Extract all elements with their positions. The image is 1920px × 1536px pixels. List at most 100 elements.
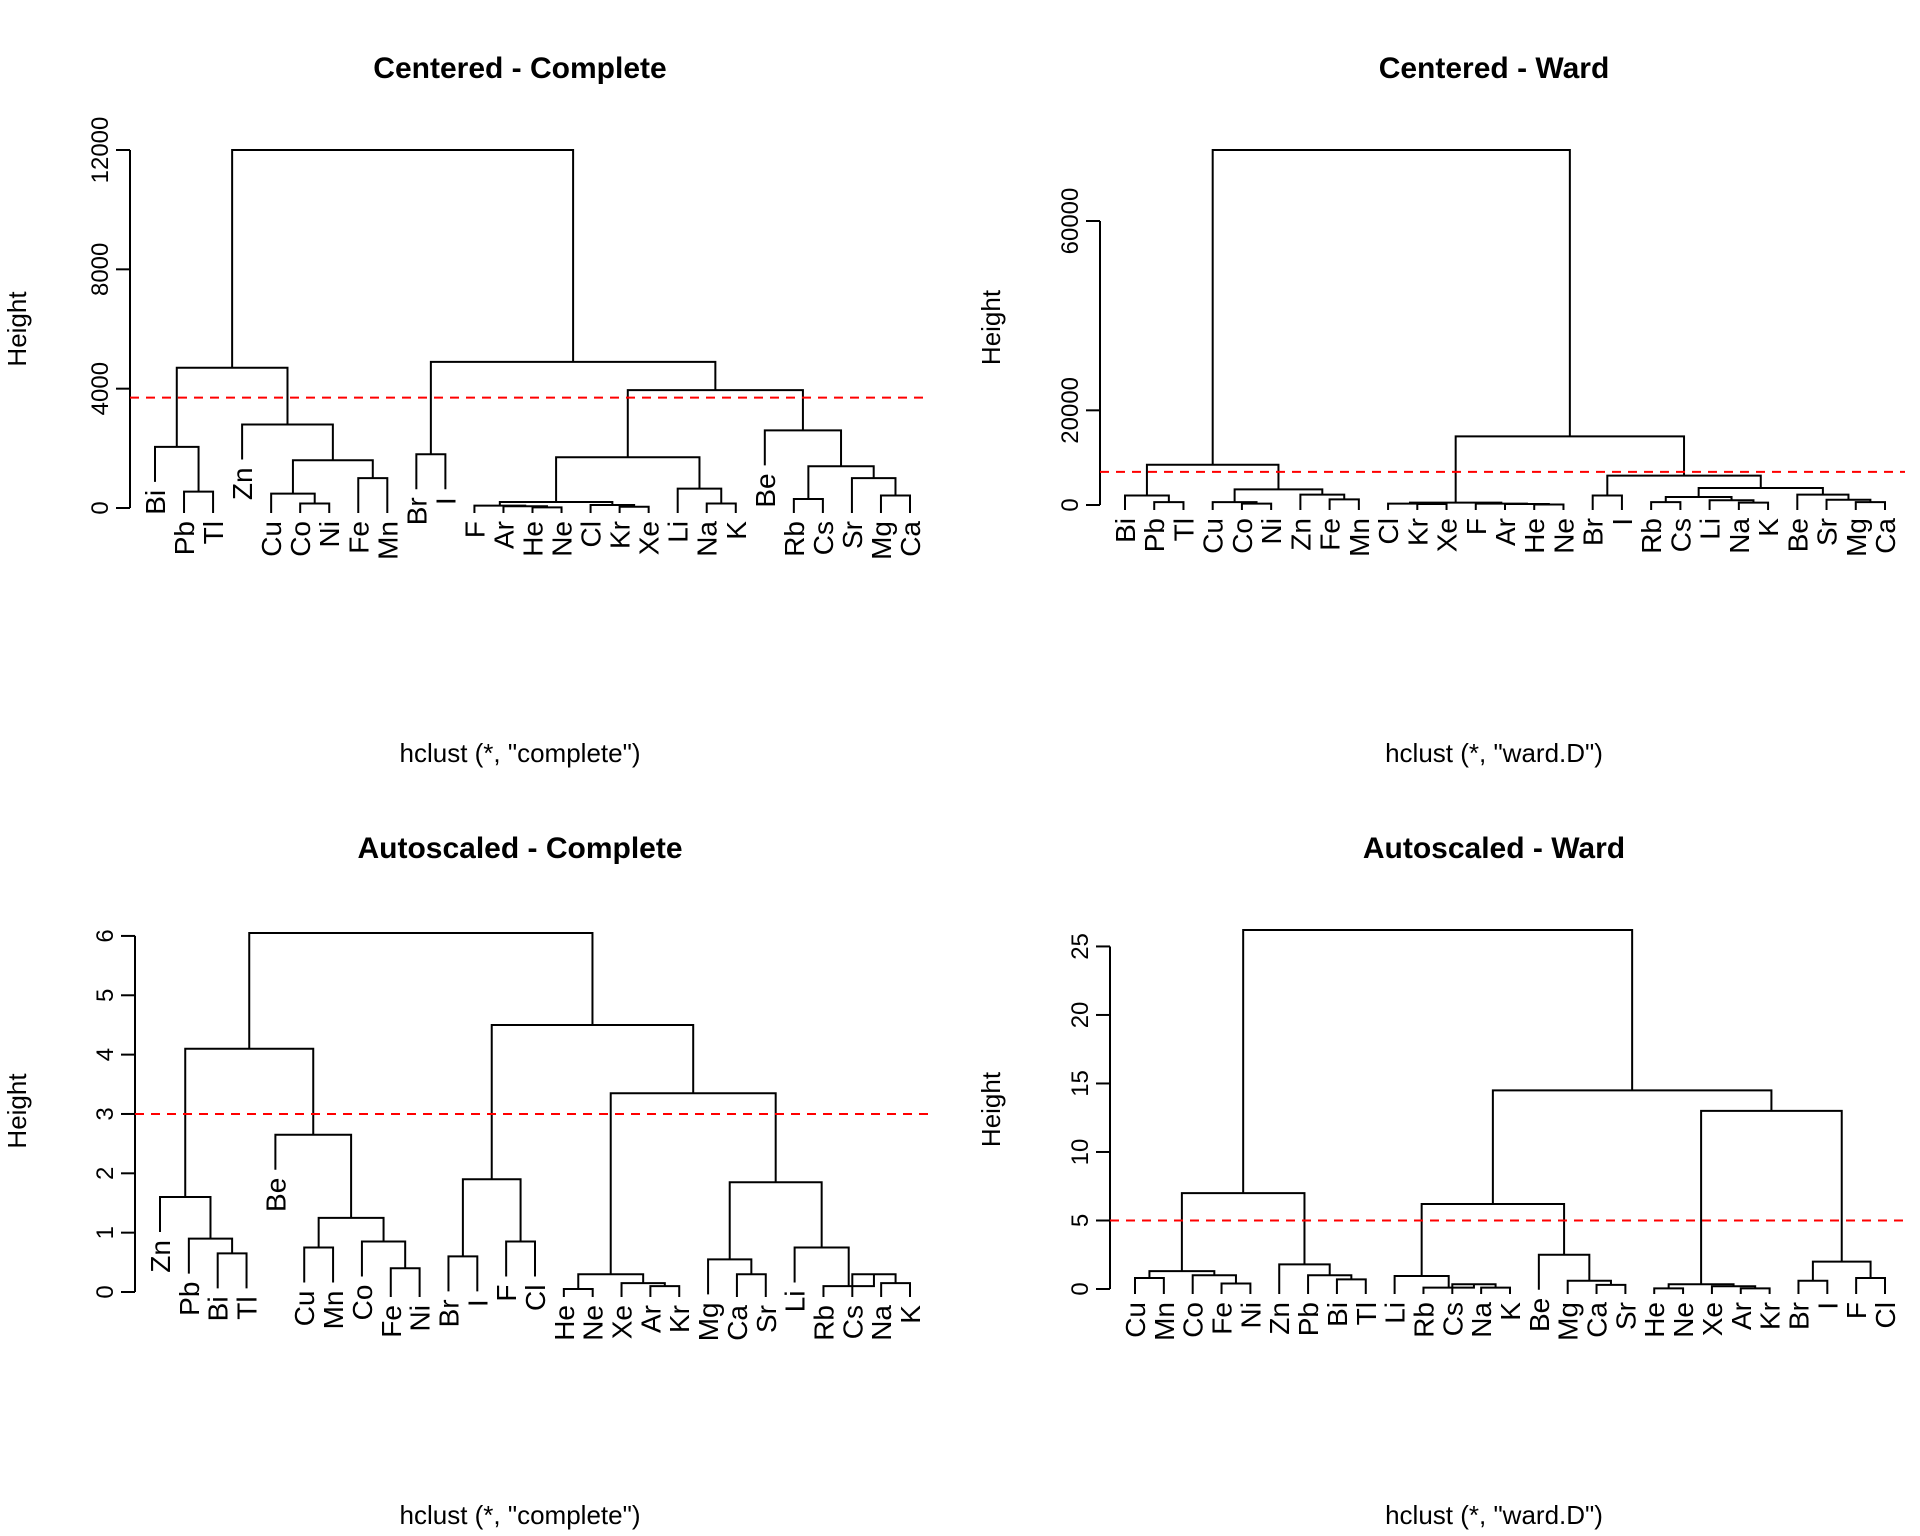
y-tick-label: 15 bbox=[1067, 1070, 1094, 1097]
leaf-label: Fe bbox=[376, 1305, 407, 1338]
merge-link bbox=[1211, 149, 1571, 465]
y-tick-label: 5 bbox=[1067, 1214, 1094, 1227]
merge-link bbox=[1416, 503, 1448, 510]
leaf-label: Mn bbox=[372, 521, 403, 560]
merge-link bbox=[1242, 929, 1634, 1194]
y-tick-label: 4 bbox=[92, 1048, 119, 1061]
x-axis-label: hclust (*, "ward.D") bbox=[1385, 1500, 1603, 1530]
leaf-label: Cs bbox=[837, 1305, 868, 1339]
leaf-label: Ar bbox=[1490, 518, 1521, 546]
y-axis-label: Height bbox=[2, 291, 32, 367]
merge-link bbox=[1240, 502, 1273, 510]
chart-title: Centered - Ward bbox=[1379, 52, 1610, 85]
leaf-label: F bbox=[1841, 1302, 1872, 1319]
chart-title: Autoscaled - Complete bbox=[357, 832, 682, 865]
chart-title: Autoscaled - Ward bbox=[1363, 832, 1625, 865]
leaf-label: Pb bbox=[174, 1282, 205, 1316]
merge-link bbox=[577, 1273, 645, 1290]
merge-link bbox=[1797, 1279, 1829, 1294]
chart-title: Centered - Complete bbox=[373, 52, 666, 85]
merge-link bbox=[1145, 463, 1280, 496]
merge-link bbox=[609, 1092, 777, 1275]
leaf-label: Ar bbox=[635, 1305, 666, 1333]
merge-link bbox=[184, 1047, 315, 1198]
merge-link bbox=[1796, 493, 1850, 510]
leaf-label: Kr bbox=[605, 521, 636, 549]
merge-link bbox=[1710, 1285, 1757, 1294]
merge-link bbox=[389, 1267, 421, 1297]
merge-link bbox=[763, 429, 843, 467]
merge-link bbox=[1422, 1284, 1475, 1294]
x-axis-label: hclust (*, "complete") bbox=[400, 738, 641, 768]
merge-link bbox=[1700, 1109, 1843, 1285]
leaf-label: Be bbox=[1524, 1298, 1555, 1332]
y-tick-label: 3 bbox=[92, 1107, 119, 1120]
merge-link bbox=[1220, 1282, 1252, 1294]
leaf-label: Cl bbox=[1373, 518, 1404, 544]
leaf-label: Br bbox=[433, 1299, 464, 1327]
leaf-label: Rb bbox=[808, 1305, 839, 1341]
y-tick-label: 25 bbox=[1067, 933, 1094, 960]
leaf-label: Ni bbox=[314, 521, 345, 547]
y-tick-label: 20 bbox=[1067, 1002, 1094, 1029]
leaf-label: I bbox=[1607, 518, 1638, 526]
merge-link bbox=[880, 1282, 911, 1297]
leaf-label: Ne bbox=[1668, 1302, 1699, 1338]
merge-link bbox=[1595, 1283, 1627, 1294]
leaf-label: Na bbox=[866, 1305, 897, 1341]
merge-link bbox=[154, 445, 200, 492]
y-tick-label: 6 bbox=[92, 929, 119, 942]
merge-link bbox=[735, 1273, 767, 1297]
merge-link bbox=[159, 1196, 212, 1239]
leaf-label: Be bbox=[1782, 518, 1813, 552]
leaf-label: Co bbox=[347, 1285, 378, 1321]
merge-link bbox=[1650, 501, 1682, 510]
merge-link bbox=[1591, 494, 1623, 510]
merge-link bbox=[792, 498, 824, 513]
leaf-label: Zn bbox=[1285, 518, 1316, 551]
merge-link bbox=[618, 505, 650, 513]
leaf-label: He bbox=[518, 521, 549, 557]
merge-link bbox=[1180, 1192, 1306, 1272]
leaf-label: Xe bbox=[1432, 518, 1463, 552]
merge-link bbox=[1191, 1274, 1237, 1294]
leaf-label: Li bbox=[1380, 1302, 1411, 1324]
merge-link bbox=[1566, 1279, 1612, 1294]
merge-link bbox=[1504, 503, 1550, 510]
leaf-label: Co bbox=[1178, 1302, 1209, 1338]
leaf-label: I bbox=[462, 1299, 493, 1307]
leaf-label: Ca bbox=[1870, 518, 1901, 554]
leaf-label: Br bbox=[401, 497, 432, 525]
leaf-label: Rb bbox=[779, 521, 810, 557]
y-tick-label: 8000 bbox=[87, 243, 114, 296]
merge-link bbox=[1653, 1287, 1685, 1294]
leaf-label: Sr bbox=[1812, 518, 1843, 546]
y-tick-label: 2 bbox=[92, 1167, 119, 1180]
leaf-label: Rb bbox=[1408, 1302, 1439, 1338]
leaf-label: Bi bbox=[1322, 1302, 1353, 1327]
leaf-label: Pb bbox=[169, 521, 200, 555]
merge-link bbox=[216, 1252, 248, 1289]
merge-link bbox=[1474, 502, 1528, 510]
leaf-label: Kr bbox=[664, 1305, 695, 1333]
merge-link bbox=[1393, 1274, 1450, 1294]
leaf-label: Ne bbox=[578, 1305, 609, 1341]
merge-link bbox=[807, 465, 875, 500]
leaf-label: F bbox=[459, 521, 490, 538]
y-tick-label: 0 bbox=[1067, 1282, 1094, 1295]
merge-link bbox=[1420, 1203, 1566, 1276]
merge-link bbox=[1278, 1263, 1331, 1294]
leaf-label: Bi bbox=[1110, 518, 1141, 543]
leaf-label: Ca bbox=[1582, 1302, 1613, 1338]
merge-link bbox=[1299, 493, 1346, 510]
merge-link bbox=[1854, 501, 1886, 510]
leaf-label: K bbox=[1495, 1302, 1526, 1321]
merge-link bbox=[248, 931, 594, 1049]
merge-link bbox=[231, 149, 575, 368]
leaf-label: K bbox=[895, 1305, 926, 1324]
y-tick-label: 0 bbox=[92, 1285, 119, 1298]
leaf-label: Xe bbox=[634, 521, 665, 555]
merge-link bbox=[850, 477, 897, 513]
leaf-label: He bbox=[549, 1305, 580, 1341]
merge-link bbox=[1335, 1278, 1367, 1294]
